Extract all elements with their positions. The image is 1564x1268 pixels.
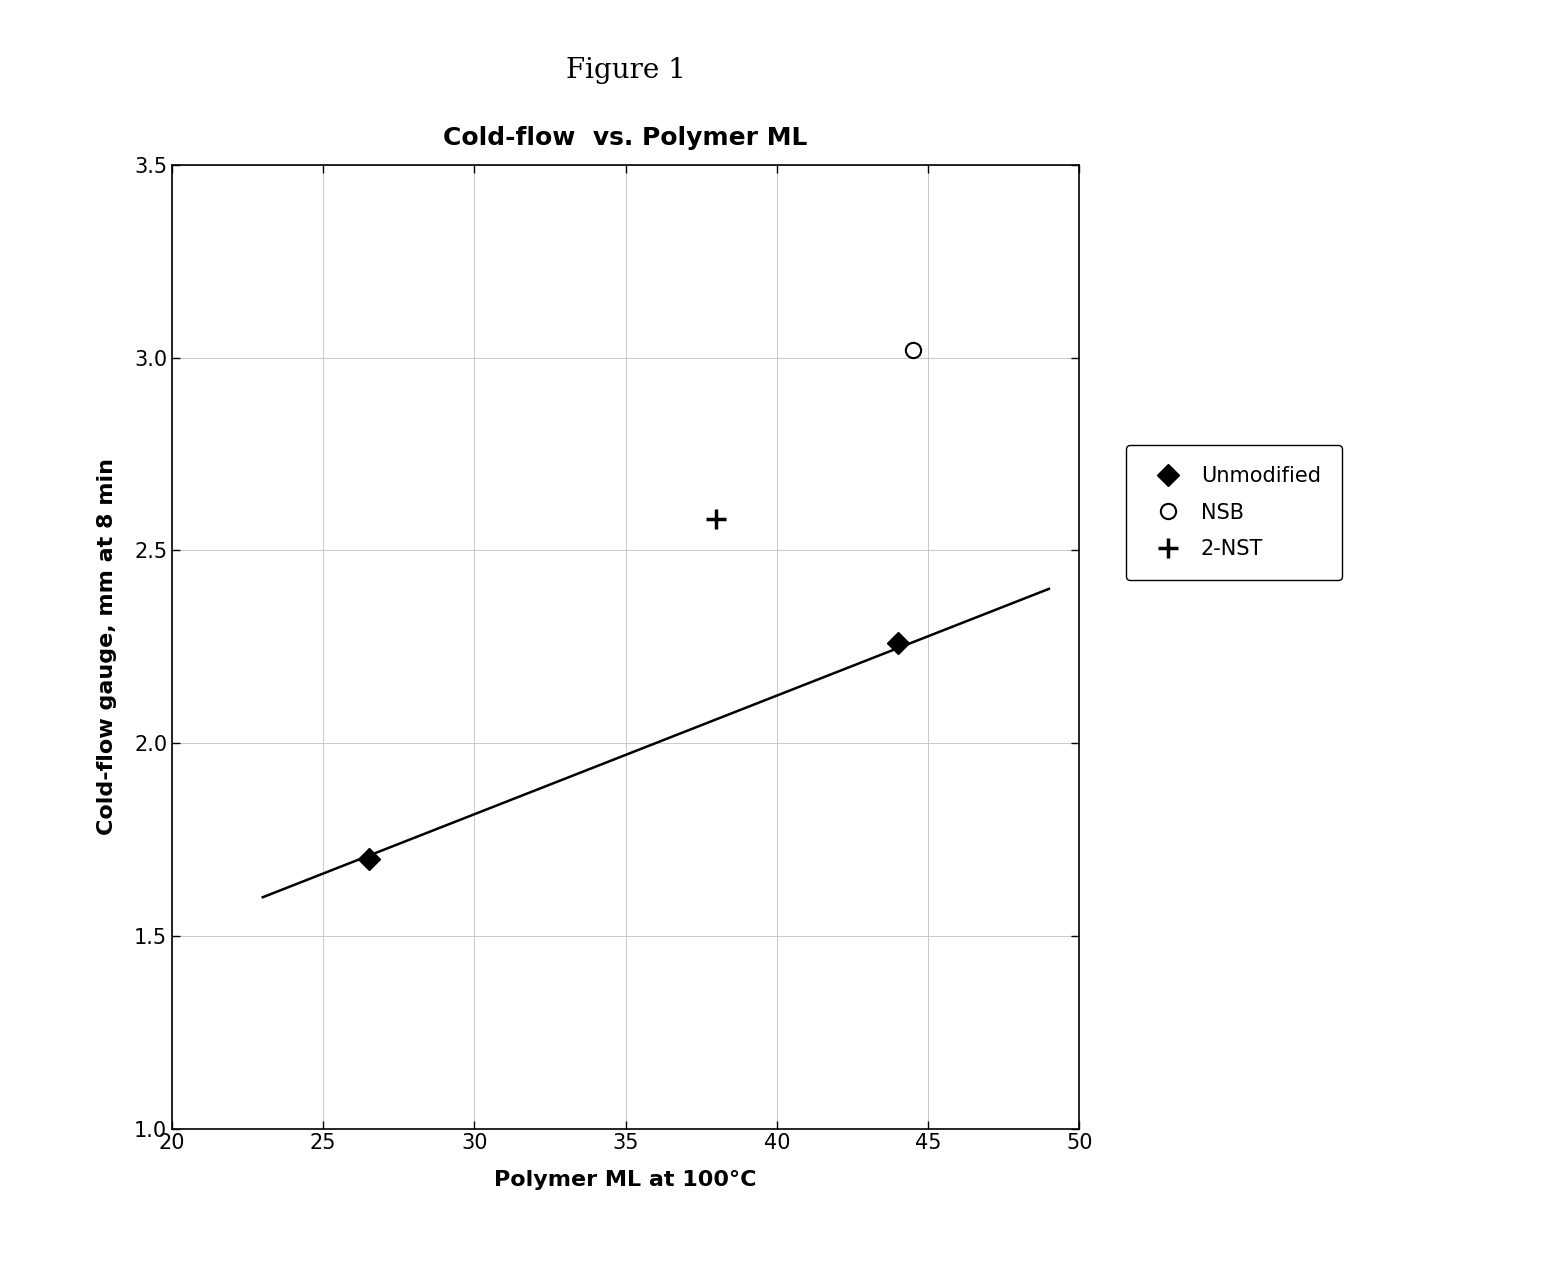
- Legend: Unmodified, NSB, 2-NST: Unmodified, NSB, 2-NST: [1126, 445, 1342, 579]
- X-axis label: Polymer ML at 100°C: Polymer ML at 100°C: [494, 1170, 757, 1191]
- Title: Cold-flow  vs. Polymer ML: Cold-flow vs. Polymer ML: [444, 127, 807, 151]
- Y-axis label: Cold-flow gauge, mm at 8 min: Cold-flow gauge, mm at 8 min: [97, 458, 117, 836]
- Text: Figure 1: Figure 1: [566, 57, 685, 84]
